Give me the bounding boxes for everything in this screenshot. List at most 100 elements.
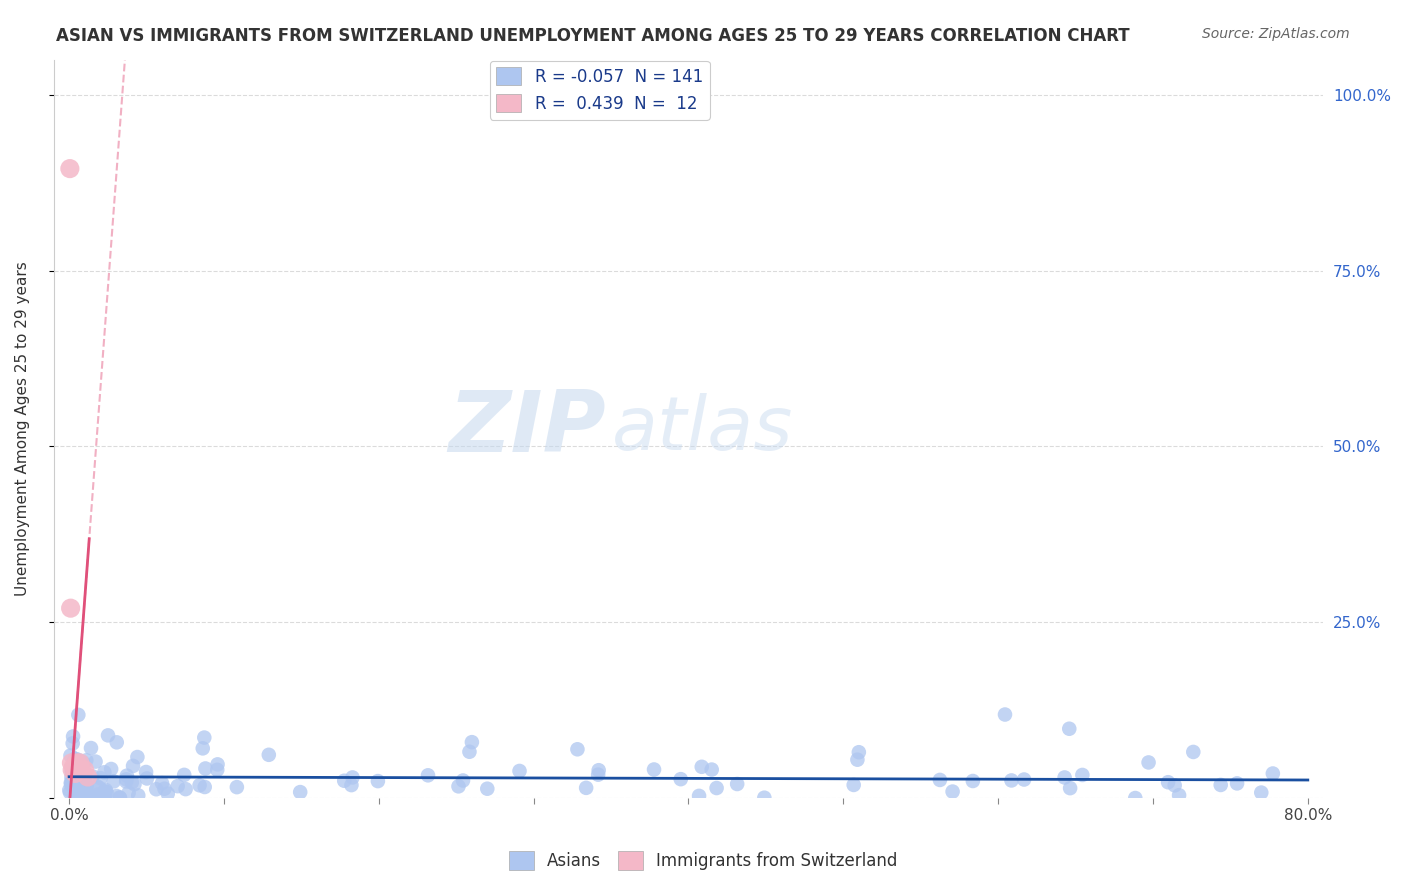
Point [84, 755, 107, 769]
Text: ASIAN VS IMMIGRANTS FROM SWITZERLAND UNEMPLOYMENT AMONG AGES 25 TO 29 YEARS CORR: ASIAN VS IMMIGRANTS FROM SWITZERLAND UNE… [56, 27, 1130, 45]
Point [458, 745, 481, 759]
Point [70, 763, 93, 777]
Point [156, 787, 179, 801]
Point [1059, 722, 1081, 736]
Point [82, 769, 104, 783]
Point [588, 763, 610, 777]
Point [63, 771, 86, 785]
Point [66, 769, 89, 783]
Point [1000, 773, 1022, 788]
Point [340, 778, 363, 792]
Point [207, 757, 229, 772]
Point [76, 786, 98, 800]
Point [586, 767, 609, 781]
Point [145, 782, 167, 797]
Point [73, 767, 96, 781]
Point [59, 161, 82, 176]
Point [257, 747, 280, 762]
Point [477, 781, 499, 796]
Point [193, 731, 215, 745]
Point [842, 778, 865, 792]
Point [69, 756, 91, 770]
Point [67, 763, 90, 777]
Point [1123, 791, 1146, 805]
Point [73, 772, 96, 787]
Point [1182, 745, 1205, 759]
Point [942, 784, 965, 798]
Point [848, 745, 870, 759]
Point [115, 772, 138, 787]
Point [72, 786, 94, 800]
Point [1012, 772, 1035, 787]
Point [451, 773, 474, 788]
Point [994, 707, 1017, 722]
Point [93, 784, 115, 798]
Point [1163, 778, 1185, 792]
Point [93, 790, 115, 805]
Point [575, 780, 598, 795]
Point [97, 728, 120, 742]
Point [60, 762, 83, 776]
Point [1261, 766, 1284, 780]
Point [60, 763, 83, 777]
Point [1137, 756, 1160, 770]
Point [194, 762, 217, 776]
Point [127, 750, 149, 764]
Point [1226, 776, 1249, 790]
Point [59, 777, 82, 791]
Point [1250, 786, 1272, 800]
Point [65, 766, 87, 780]
Point [929, 772, 952, 787]
Point [688, 789, 710, 803]
Point [75, 780, 97, 794]
Point [76, 779, 98, 793]
Point [962, 774, 984, 789]
Point [150, 776, 173, 790]
Point [447, 780, 470, 794]
Point [66, 753, 89, 767]
Point [65, 761, 87, 775]
Point [124, 777, 146, 791]
Point [60, 756, 83, 770]
Point [115, 774, 138, 789]
Point [509, 764, 531, 778]
Point [191, 741, 214, 756]
Point [66, 777, 89, 791]
Point [1168, 788, 1191, 802]
Point [105, 735, 128, 749]
Point [153, 781, 176, 796]
Point [136, 772, 159, 786]
Point [93, 765, 115, 780]
Point [59, 785, 82, 799]
Legend: R = -0.057  N = 141, R =  0.439  N =  12: R = -0.057 N = 141, R = 0.439 N = 12 [489, 61, 710, 120]
Point [62, 730, 84, 744]
Point [135, 764, 157, 779]
Point [62, 736, 84, 750]
Point [121, 775, 143, 789]
Point [60, 778, 83, 792]
Point [194, 780, 217, 794]
Point [77, 787, 100, 801]
Point [65, 784, 87, 798]
Point [108, 790, 131, 805]
Point [60, 761, 83, 775]
Point [1209, 778, 1232, 792]
Point [63, 752, 86, 766]
Point [115, 769, 138, 783]
Point [62, 759, 84, 773]
Point [1059, 781, 1081, 796]
Point [66, 765, 89, 780]
Point [122, 759, 145, 773]
Point [86, 780, 108, 794]
Point [754, 790, 776, 805]
Point [89, 789, 111, 804]
Point [342, 771, 364, 785]
Point [87, 788, 110, 802]
Point [461, 735, 484, 749]
Point [76, 770, 98, 784]
Point [117, 786, 139, 800]
Point [1053, 771, 1076, 785]
Point [59, 775, 82, 789]
Legend: Asians, Immigrants from Switzerland: Asians, Immigrants from Switzerland [502, 845, 904, 877]
Point [108, 791, 131, 805]
